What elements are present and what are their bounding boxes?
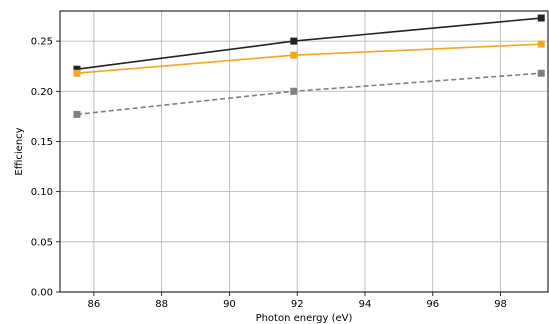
series-1-point <box>537 14 545 22</box>
series-2-point <box>537 40 545 48</box>
x-axis-label: Photon energy (eV) <box>256 313 353 324</box>
series-3-point <box>537 69 545 77</box>
y-tick-label: 0.20 <box>31 87 53 98</box>
grid <box>60 11 548 293</box>
series-layer <box>73 14 545 118</box>
x-tick-label: 86 <box>88 299 101 310</box>
y-tick-label: 0.15 <box>31 137 53 148</box>
series-1-point <box>73 65 81 73</box>
plot-frame <box>59 10 549 293</box>
x-tick-label: 90 <box>223 299 236 310</box>
series-3-point <box>290 87 298 95</box>
x-tick-label: 96 <box>426 299 439 310</box>
y-tick-label: 0.00 <box>31 288 53 299</box>
x-tick-label: 88 <box>155 299 168 310</box>
series-2-point <box>290 51 298 59</box>
x-tick-label: 92 <box>291 299 304 310</box>
y-tick-label: 0.05 <box>31 237 53 248</box>
x-tick-label: 94 <box>359 299 372 310</box>
x-tick-label: 98 <box>494 299 507 310</box>
ticks: 86 88 90 92 94 96 98 0.00 0.05 0.10 0.15 0.20 0.25 <box>31 37 507 310</box>
y-tick-label: 0.10 <box>31 187 53 198</box>
y-axis-label: Efficiency <box>14 127 25 175</box>
series-1-point <box>290 37 298 45</box>
y-tick-label: 0.25 <box>31 37 53 48</box>
series-2-point <box>73 69 81 77</box>
series-3-point <box>73 110 81 118</box>
